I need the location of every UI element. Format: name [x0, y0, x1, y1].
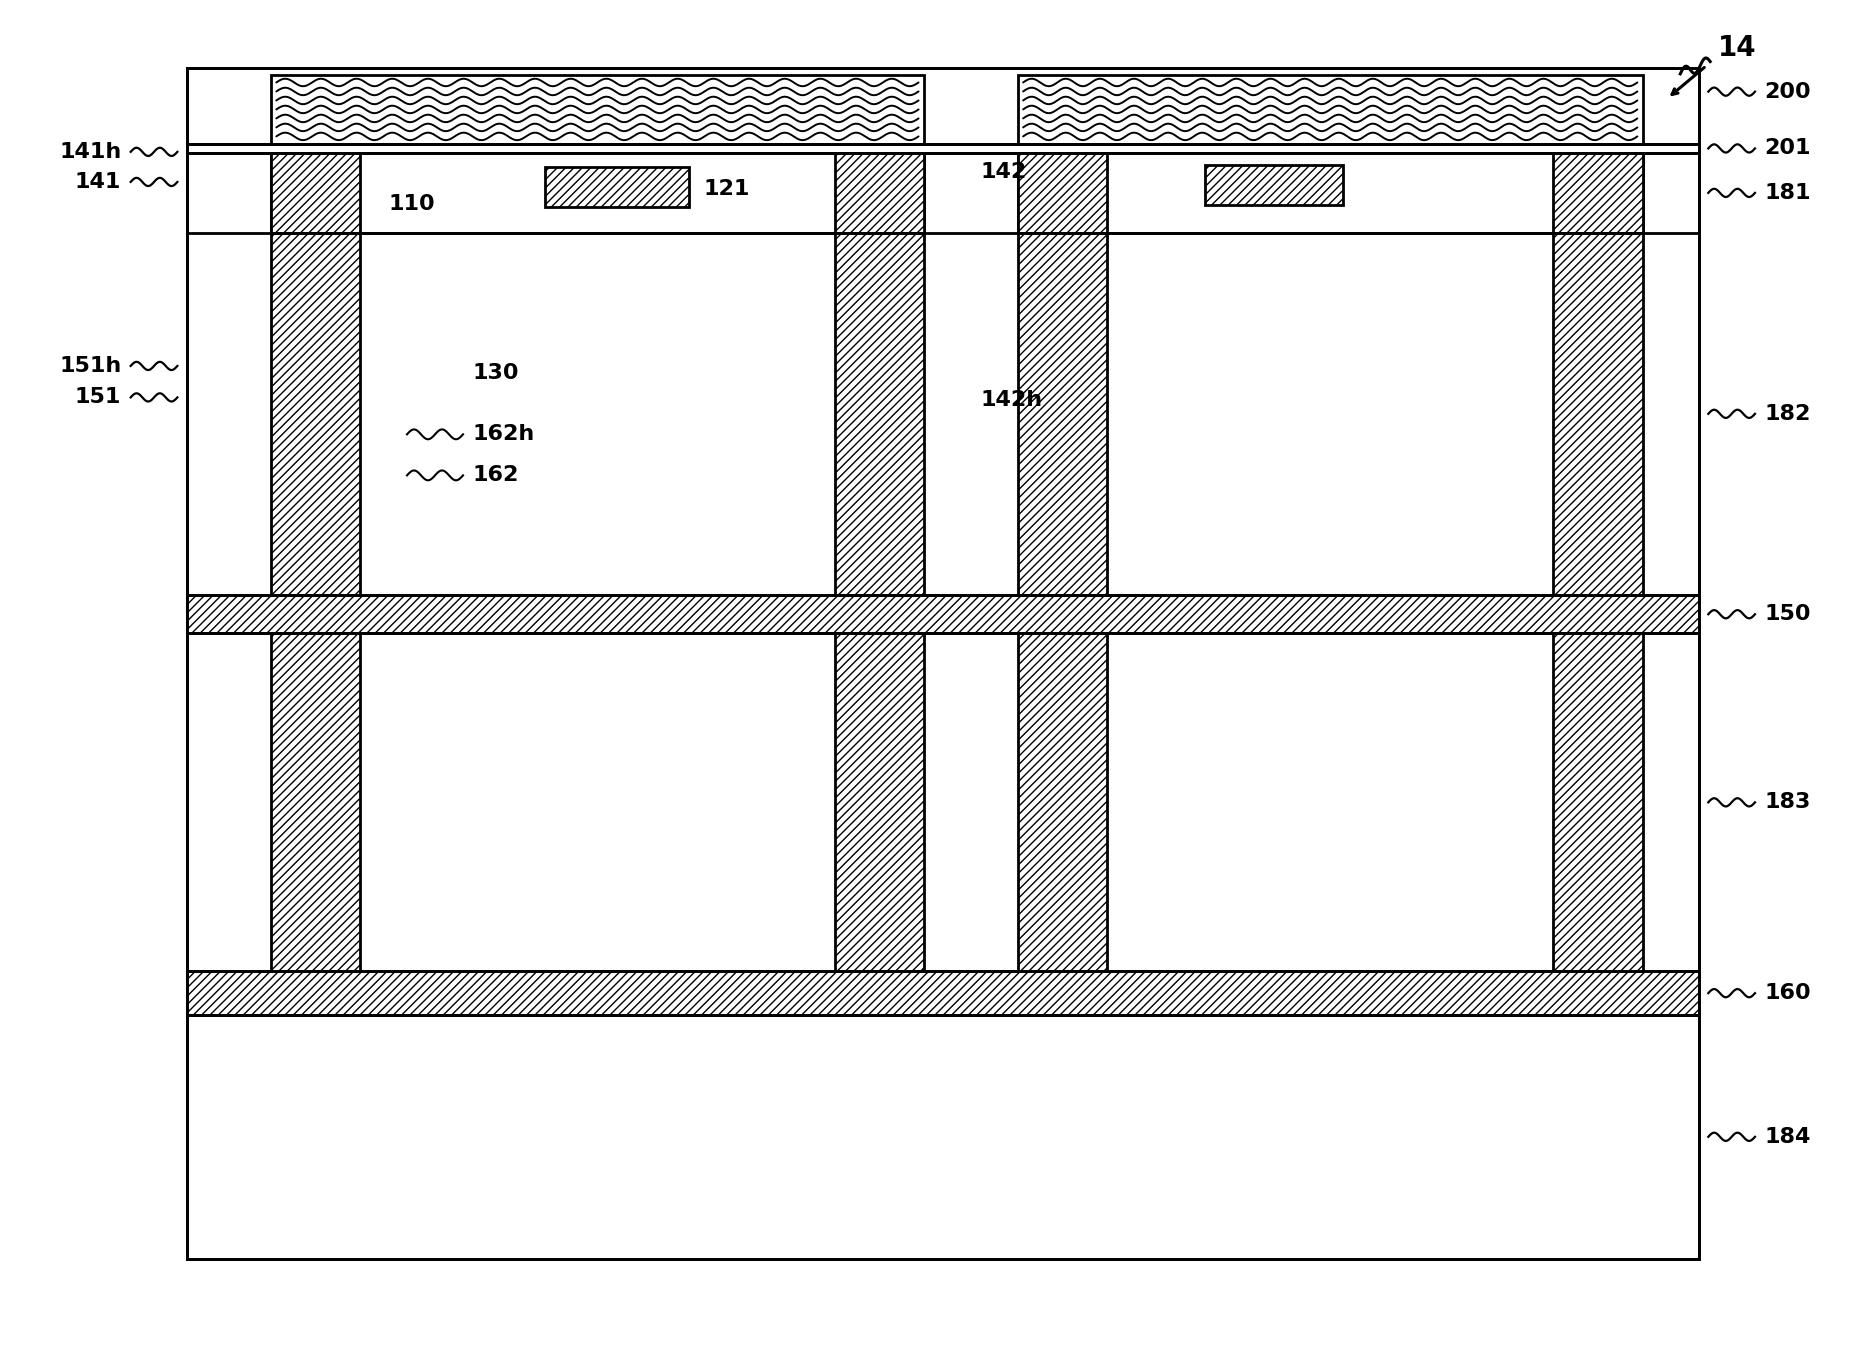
Text: 14: 14: [1718, 34, 1757, 62]
Bar: [1018, 75, 1643, 144]
Text: 201: 201: [1764, 138, 1811, 159]
Bar: [271, 233, 360, 595]
Bar: [1553, 633, 1643, 971]
Text: 130: 130: [472, 363, 519, 383]
Text: 142h: 142h: [980, 390, 1042, 410]
Bar: [187, 595, 1699, 633]
Bar: [271, 153, 360, 233]
Text: 141h: 141h: [60, 142, 121, 161]
Text: 141: 141: [75, 172, 121, 192]
Bar: [1018, 153, 1643, 233]
Bar: [1206, 166, 1342, 205]
Bar: [835, 153, 924, 233]
Text: 121: 121: [704, 179, 751, 198]
Bar: [271, 153, 924, 233]
Bar: [187, 68, 1699, 1259]
Text: 110: 110: [388, 194, 435, 213]
Bar: [271, 633, 360, 971]
Text: 181: 181: [1764, 183, 1811, 202]
Bar: [1553, 233, 1643, 595]
Text: 142: 142: [980, 163, 1027, 182]
Bar: [1018, 633, 1107, 971]
Text: 162: 162: [472, 465, 519, 486]
Bar: [545, 167, 689, 207]
Bar: [187, 971, 1699, 1015]
Text: 184: 184: [1764, 1127, 1811, 1146]
Bar: [187, 144, 1699, 153]
Text: 160: 160: [1764, 984, 1811, 1003]
Bar: [271, 75, 924, 144]
Bar: [835, 233, 924, 595]
Text: 151: 151: [75, 387, 121, 408]
Text: 200: 200: [1764, 82, 1811, 101]
Bar: [1018, 233, 1107, 595]
Bar: [1018, 153, 1107, 233]
Text: 183: 183: [1764, 792, 1811, 813]
Text: 151h: 151h: [60, 356, 121, 376]
Text: 162h: 162h: [472, 424, 534, 445]
Bar: [1553, 153, 1643, 233]
Text: 150: 150: [1764, 605, 1811, 624]
Text: 182: 182: [1764, 404, 1811, 424]
Bar: [835, 633, 924, 971]
